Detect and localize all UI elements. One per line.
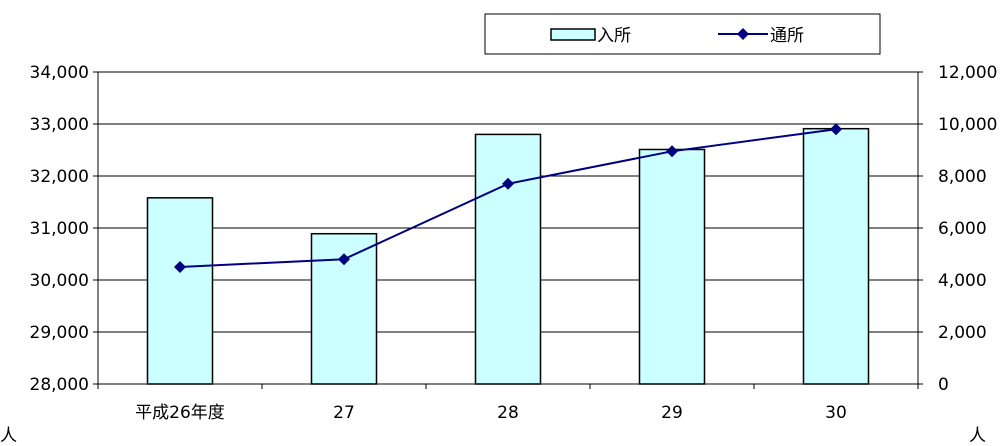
- right-tick-label: 12,000: [938, 63, 997, 83]
- left-tick-label: 30,000: [30, 271, 89, 291]
- bars-series-nyusho: [146, 127, 870, 385]
- left-tick-label: 32,000: [30, 167, 89, 187]
- marker-tsusho-4: [830, 123, 842, 136]
- x-tick-label: 27: [333, 403, 355, 423]
- left-tick-label: 34,000: [30, 63, 89, 83]
- right-axis-unit: 人: [969, 426, 986, 446]
- legend-label-tsusho: 通所: [770, 26, 804, 46]
- legend: 入所 通所: [484, 13, 881, 55]
- legend-swatch-tsusho-marker: [737, 28, 749, 40]
- bar-nyusho-3: [638, 148, 706, 385]
- x-tick-label: 29: [661, 403, 683, 423]
- left-axis-unit: 人: [0, 426, 17, 446]
- marker-tsusho-0: [174, 261, 186, 273]
- left-tick-label: 29,000: [30, 323, 89, 343]
- legend-label-nyusho: 入所: [597, 26, 631, 46]
- marker-tsusho-1: [338, 253, 350, 266]
- marker-tsusho-3: [666, 145, 678, 158]
- x-tick-label: 28: [497, 403, 519, 423]
- x-axis-tick-labels: 平成26年度 27 28 29 30: [135, 403, 847, 423]
- left-tick-label: 31,000: [30, 219, 89, 239]
- right-tick-label: 2,000: [938, 323, 987, 343]
- legend-swatch-nyusho: [550, 28, 596, 41]
- right-tick-label: 4,000: [938, 271, 987, 291]
- marker-tsusho-2: [502, 177, 514, 190]
- plot-frame: [93, 71, 923, 389]
- right-tick-label: 0: [938, 375, 949, 395]
- right-tick-label: 8,000: [938, 167, 987, 187]
- left-axis-tick-labels: 28,000 29,000 30,000 31,000 32,000 33,000 34,0…: [30, 63, 89, 395]
- x-tick-label: 平成26年度: [135, 403, 225, 423]
- line-series-tsusho: [174, 123, 842, 273]
- right-tick-label: 6,000: [938, 219, 987, 239]
- x-tick-label: 30: [825, 403, 847, 423]
- bar-nyusho-4: [802, 127, 870, 385]
- legend-frame: [484, 13, 881, 55]
- bar-nyusho-0: [146, 197, 214, 385]
- right-axis-tick-labels: 0 2,000 4,000 6,000 8,000 10,000 12,000: [938, 63, 997, 395]
- bar-nyusho-2: [474, 133, 542, 385]
- right-tick-label: 10,000: [938, 115, 997, 135]
- left-tick-label: 28,000: [30, 375, 89, 395]
- left-tick-label: 33,000: [30, 115, 89, 135]
